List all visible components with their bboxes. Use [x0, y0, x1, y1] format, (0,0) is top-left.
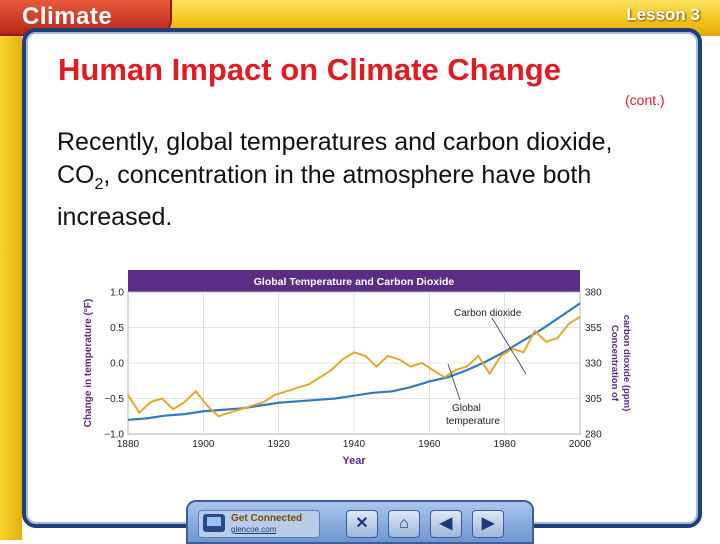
y2-tick-label: 330	[585, 359, 602, 370]
x-tick-label: 1900	[192, 439, 215, 450]
temp-annotation-line1: Global	[452, 403, 481, 414]
y-axis-label: Change in temperature (°F)	[83, 299, 94, 427]
close-icon: ✕	[355, 515, 369, 532]
next-icon: ▶	[481, 515, 495, 532]
temp-leader-line	[447, 363, 461, 401]
section-tab-label: Climate	[22, 3, 113, 30]
climate-chart: Global Temperature and Carbon Dioxide 18…	[83, 270, 632, 467]
co2-series-line	[127, 302, 581, 421]
get-connected-button[interactable]: Get Connected glencoe.com	[198, 510, 320, 538]
chart-banner	[128, 270, 580, 292]
y-tick-label: 0.5	[110, 323, 124, 334]
body-text-part1: Recently, global temperatures and carbon…	[57, 128, 613, 189]
co2-subscript: 2	[94, 176, 104, 193]
continued-label: (cont.)	[625, 92, 665, 108]
previous-button[interactable]: ◀	[430, 510, 462, 538]
y-tick-label: −1.0	[104, 430, 124, 441]
y2-axis-label-line1: Concentration of	[609, 325, 620, 402]
temp-annotation-line2: temperature	[446, 416, 500, 427]
co2-leader-line	[491, 317, 527, 375]
footer-nav: Get Connected glencoe.com ✕ ⌂ ◀ ▶	[186, 500, 534, 544]
x-tick-label: 1940	[343, 439, 366, 450]
y2-axis-label-line2: carbon dioxide (ppm)	[621, 315, 632, 412]
y-tick-label: 1.0	[110, 288, 124, 299]
body-text: Recently, global temperatures and carbon…	[57, 126, 657, 234]
temperature-series-line	[127, 316, 581, 418]
home-button[interactable]: ⌂	[388, 510, 420, 538]
close-button[interactable]: ✕	[346, 510, 378, 538]
next-button[interactable]: ▶	[472, 510, 504, 538]
get-connected-label: Get Connected	[231, 513, 303, 524]
y2-tick-label: 380	[585, 288, 602, 299]
co2-annotation: Carbon dioxide	[454, 308, 522, 319]
body-text-part2: , concentration in the atmosphere have b…	[57, 161, 592, 231]
previous-icon: ◀	[439, 515, 453, 532]
side-stripe	[0, 36, 22, 540]
x-tick-label: 1960	[418, 439, 441, 450]
slide-title: Human Impact on Climate Change	[58, 52, 561, 87]
y2-tick-label: 280	[585, 430, 602, 441]
y2-tick-label: 355	[585, 323, 602, 334]
grid	[127, 291, 581, 435]
y-tick-label: −0.5	[104, 394, 124, 405]
lesson-label: Lesson 3	[626, 5, 700, 24]
ticks: 1880 1900 1920 1940 1960 1980 2000 1.0 0.5 0.0 −0.…	[104, 288, 602, 451]
x-tick-label: 1920	[268, 439, 291, 450]
y2-tick-label: 305	[585, 394, 602, 405]
site-link[interactable]: glencoe.com	[231, 525, 277, 534]
y-tick-label: 0.0	[110, 359, 124, 370]
home-icon: ⌂	[399, 515, 409, 532]
chart-title: Global Temperature and Carbon Dioxide	[254, 276, 455, 288]
x-tick-label: 2000	[569, 439, 592, 450]
x-tick-label: 1980	[494, 439, 517, 450]
computer-icon	[203, 514, 225, 532]
x-tick-label: 1880	[117, 439, 140, 450]
x-axis-label: Year	[342, 455, 366, 467]
